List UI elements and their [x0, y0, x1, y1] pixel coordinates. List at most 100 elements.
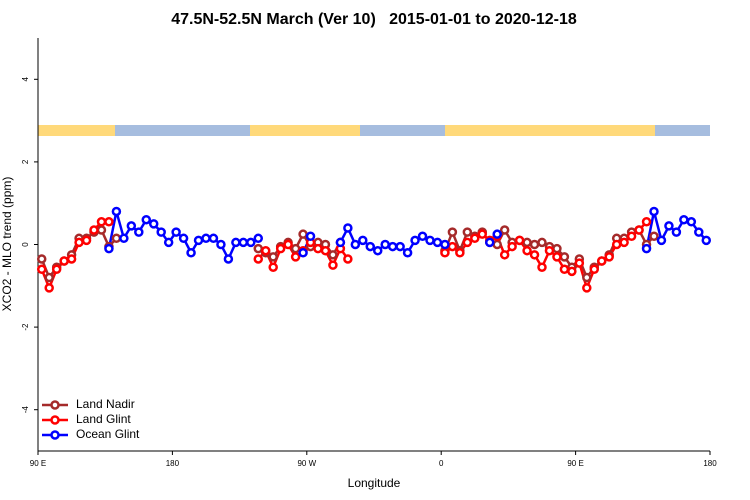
- data-point: [193, 235, 204, 246]
- x-tick-label: 90 E: [30, 459, 46, 468]
- data-point: [641, 217, 652, 227]
- data-point: [395, 241, 405, 252]
- data-point: [507, 241, 517, 252]
- land-strip: [38, 125, 115, 136]
- y-tick-label: 2: [21, 159, 30, 164]
- data-point: [253, 254, 264, 264]
- data-point: [81, 235, 92, 246]
- data-point: [440, 239, 450, 250]
- data-point: [522, 237, 532, 248]
- data-point: [163, 237, 174, 248]
- data-point: [492, 229, 502, 239]
- data-point: [447, 241, 458, 252]
- chart-title: 47.5N-52.5N March (Ver 10) 2015-01-01 to…: [171, 11, 577, 28]
- data-point: [567, 266, 577, 277]
- data-point: [514, 235, 525, 246]
- data-point: [305, 231, 316, 241]
- data-point: [96, 225, 107, 235]
- data-point: [619, 237, 629, 248]
- x-tick-label: 90 W: [297, 459, 316, 468]
- data-point: [432, 237, 443, 248]
- x-tick-label: 180: [703, 459, 717, 468]
- data-point: [372, 245, 383, 256]
- data-point: [186, 248, 196, 258]
- legend-marker: [50, 430, 60, 440]
- data-point: [141, 214, 152, 225]
- data-point: [44, 283, 54, 293]
- y-tick-label: -4: [21, 406, 30, 414]
- data-point: [156, 227, 166, 237]
- data-point: [574, 258, 585, 268]
- land-strip: [250, 125, 360, 136]
- data-point: [462, 227, 473, 237]
- data-point: [335, 237, 346, 248]
- data-point: [51, 264, 62, 275]
- data-point: [253, 233, 264, 244]
- data-point: [111, 233, 122, 244]
- surface-band: [38, 125, 710, 136]
- data-point: [111, 206, 122, 217]
- data-point: [223, 254, 234, 264]
- data-point: [679, 214, 689, 225]
- data-point: [283, 239, 293, 250]
- data-point: [89, 225, 99, 235]
- data-point: [671, 227, 682, 237]
- data-point: [470, 233, 480, 244]
- data-point: [492, 239, 502, 250]
- data-point: [208, 233, 219, 244]
- data-point: [410, 235, 420, 246]
- legend-marker: [50, 415, 60, 425]
- data-point: [290, 243, 301, 254]
- data-point: [268, 262, 278, 272]
- data-point: [582, 272, 592, 283]
- data-point: [96, 217, 107, 227]
- data-point: [171, 227, 181, 237]
- data-point: [358, 235, 368, 246]
- data-point: [298, 229, 308, 239]
- data-point: [522, 245, 532, 256]
- data-point: [298, 248, 308, 258]
- data-point: [596, 256, 607, 266]
- data-point: [380, 239, 390, 250]
- data-point: [649, 231, 659, 241]
- y-tick-label: 4: [21, 77, 30, 82]
- y-tick-label: 0: [21, 242, 30, 247]
- data-point: [387, 241, 398, 252]
- data-point: [537, 237, 547, 248]
- data-point: [268, 252, 278, 262]
- ocean-strip: [115, 125, 250, 136]
- legend-label: Land Glint: [76, 412, 131, 426]
- legend-label: Land Nadir: [76, 397, 135, 411]
- data-point: [499, 250, 510, 260]
- data-point: [36, 254, 47, 264]
- data-point: [246, 237, 256, 248]
- data-point: [343, 223, 353, 233]
- data-point: [455, 248, 465, 258]
- ocean-strip: [360, 125, 445, 136]
- data-point: [425, 235, 435, 246]
- data-point: [216, 239, 226, 250]
- data-point: [260, 245, 271, 256]
- data-point: [320, 245, 331, 256]
- data-point: [499, 225, 510, 235]
- data-point: [649, 206, 659, 217]
- data-point: [484, 237, 495, 248]
- data-point: [417, 231, 428, 241]
- data-point: [343, 254, 353, 264]
- data-point: [447, 227, 458, 237]
- data-point: [589, 264, 600, 275]
- data-point: [656, 235, 667, 246]
- data-point: [126, 221, 137, 231]
- data-point: [664, 221, 674, 231]
- data-point: [604, 252, 614, 262]
- x-tick-label: 180: [166, 459, 180, 468]
- data-point: [253, 243, 264, 254]
- data-point: [611, 239, 622, 250]
- data-point: [626, 231, 637, 241]
- data-point: [201, 233, 211, 244]
- x-tick-label: 0: [439, 459, 444, 468]
- data-point: [365, 241, 376, 252]
- data-point: [641, 243, 652, 254]
